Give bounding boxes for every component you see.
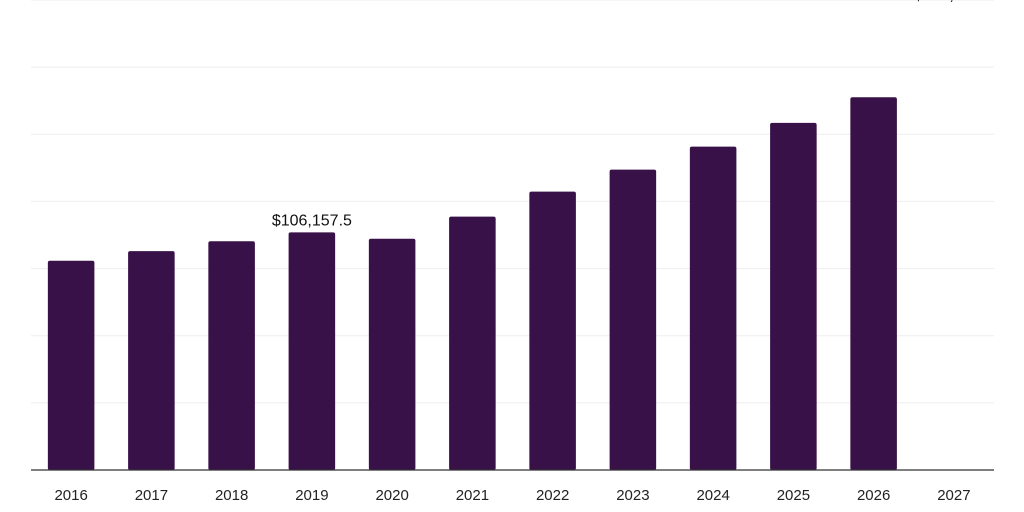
bar-2023[interactable] bbox=[609, 169, 657, 470]
x-tick-label-2018: 2018 bbox=[215, 487, 248, 504]
bar-2024[interactable] bbox=[689, 146, 737, 470]
x-tick-label-2021: 2021 bbox=[456, 487, 489, 504]
bar-2026[interactable] bbox=[850, 97, 897, 471]
x-tick-label-2022: 2022 bbox=[536, 487, 569, 504]
bar-2018[interactable] bbox=[208, 241, 255, 470]
x-tick-label-2019: 2019 bbox=[295, 487, 328, 504]
x-tick-label-2026: 2026 bbox=[857, 487, 890, 504]
bar-2025[interactable] bbox=[770, 122, 817, 470]
x-tick-label-2027: 2027 bbox=[937, 487, 970, 504]
bar-2022[interactable] bbox=[529, 191, 576, 471]
bars bbox=[47, 97, 897, 471]
x-tick-label-2017: 2017 bbox=[135, 487, 168, 504]
data-label-2027: $166,568.7 bbox=[914, 0, 994, 4]
x-tick-label-2016: 2016 bbox=[54, 487, 87, 504]
x-tick-label-2024: 2024 bbox=[696, 487, 729, 504]
gridlines bbox=[31, 0, 994, 404]
x-tick-label-2025: 2025 bbox=[777, 487, 810, 504]
bar-2016[interactable] bbox=[47, 260, 95, 470]
bar-2020[interactable] bbox=[368, 238, 416, 470]
data-labels: $106,157.5 $166,568.7 bbox=[272, 0, 994, 229]
data-label-2019: $106,157.5 bbox=[272, 212, 352, 229]
x-tick-label-2020: 2020 bbox=[375, 487, 408, 504]
bar-2021[interactable] bbox=[449, 216, 496, 470]
bar-2017[interactable] bbox=[128, 251, 175, 470]
bar-2019[interactable] bbox=[288, 232, 336, 470]
x-axis-ticks: 2016 2017 2018 2019 2020 2021 2022 2023 2024 2025… bbox=[54, 487, 970, 504]
x-tick-label-2023: 2023 bbox=[616, 487, 649, 504]
